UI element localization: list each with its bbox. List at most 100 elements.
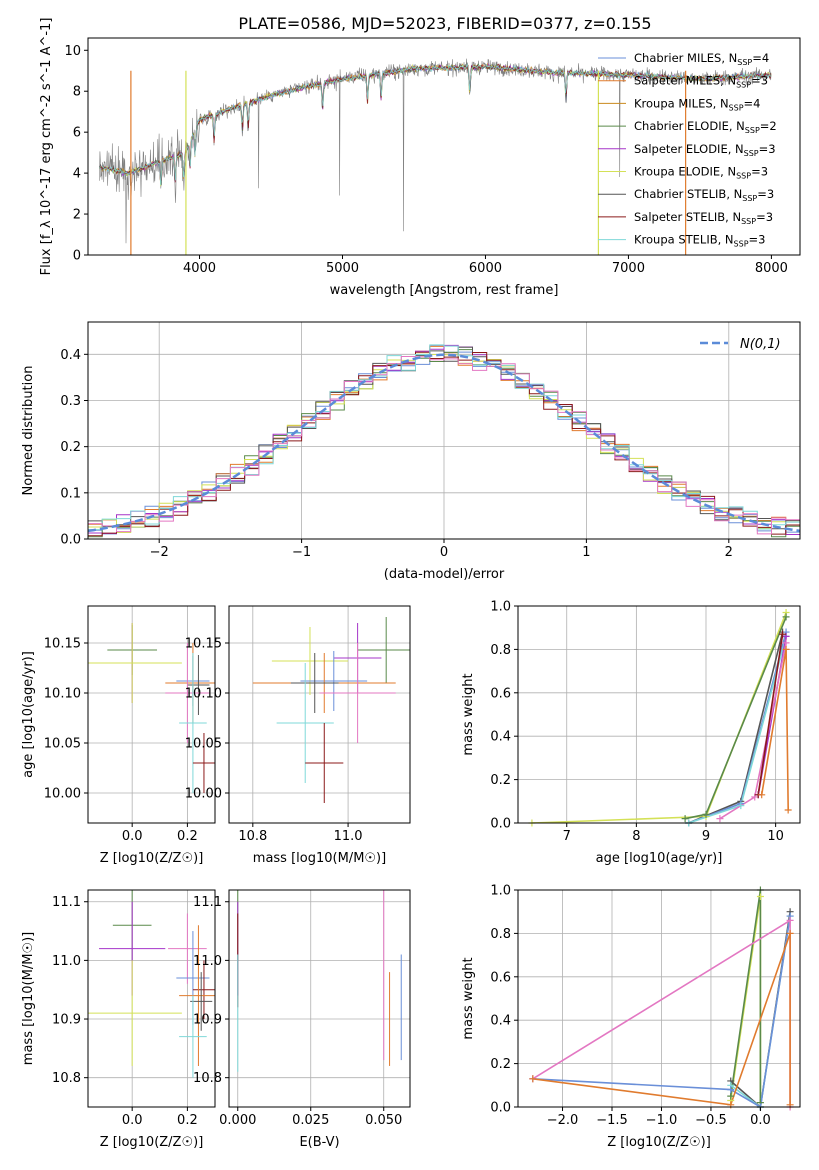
- legend-entry: Kroupa STELIB, NSSP=3: [634, 233, 765, 249]
- plus-marker: [702, 810, 710, 818]
- massweight_vs_z-xlabel: Z [log10(Z/Z☉)]: [607, 1135, 711, 1150]
- residuals-xtick-label: 0: [440, 545, 448, 560]
- mass_vs_ebv-panel: 0.000 0.025 0.050 10.8 10.9 11.0 11.1 E(B-V): [193, 889, 411, 1150]
- spectrum-ytick-label: 4: [73, 167, 81, 182]
- residuals-ylabel: Normed distribution: [21, 366, 36, 496]
- massweight_vs_age-xtick-label: 9: [702, 829, 710, 844]
- plus-marker: [529, 1075, 537, 1083]
- plus-marker: [727, 1086, 735, 1094]
- plus-marker: [716, 815, 724, 823]
- residual-histogram: [88, 351, 800, 537]
- spectrum-ytick-label: 2: [73, 208, 81, 223]
- legend-tail: =3: [751, 74, 768, 88]
- mass_vs_z-ytick-label: 10.9: [52, 1013, 81, 1028]
- massweight_vs_z-xtick-label: −2.0: [547, 1113, 579, 1128]
- residuals-xtick-label: 1: [582, 545, 590, 560]
- data-point: [271, 627, 349, 695]
- plus-marker: [786, 916, 794, 924]
- legend-entry: Chabrier ELODIE, NSSP=2: [634, 119, 777, 135]
- spectrum-ytick-label: 0: [73, 249, 81, 264]
- residuals-xtick-label: −2: [150, 545, 169, 560]
- mass_vs_z-xlabel: Z [log10(Z/Z☉)]: [100, 1135, 204, 1150]
- legend-tail: =4: [752, 51, 769, 65]
- age_vs_mass-ytick-label: 10.10: [185, 687, 222, 702]
- legend-tail: =3: [751, 165, 768, 179]
- data-point: [179, 925, 215, 1066]
- model-spectrum-line: [101, 63, 772, 186]
- massweight_vs_age-xlabel: age [log10(age/yr)]: [596, 851, 723, 866]
- massweight_vs_z-panel: −2.0 −1.5 −1.0 −0.5 0.0 0.0 0.2 0.4 0.6 0.8 1.0 Z […: [461, 884, 801, 1150]
- data-point: [187, 655, 210, 715]
- age_vs_z-panel: 0.0 0.2 10.00 10.05 10.10 10.15 Z [log10(Z/Z☉)…: [21, 605, 216, 866]
- data-point: [88, 623, 182, 703]
- massweight_vs_z-ylabel: mass weight: [461, 957, 476, 1039]
- age_vs_z-ytick-label: 10.15: [44, 637, 81, 652]
- residuals-ytick-label: 0.0: [60, 533, 81, 548]
- age_vs_z-ytick-label: 10.00: [44, 787, 81, 802]
- plus-marker: [727, 1092, 735, 1100]
- figure-title: PLATE=0586, MJD=52023, FIBERID=0377, z=0…: [238, 14, 651, 33]
- age_vs_mass-xlabel: mass [log10(M/M☉)]: [253, 851, 386, 866]
- massweight_vs_z-xtick-label: 0.0: [750, 1113, 771, 1128]
- age_vs_mass-plot-area: [252, 617, 410, 803]
- data-point: [357, 617, 410, 683]
- massweight_vs_z-ytick-label: 0.4: [490, 1014, 511, 1029]
- plus-marker: [784, 806, 792, 814]
- mass_vs_ebv-xtick-label: 0.025: [292, 1113, 329, 1128]
- spectrum-ytick-label: 6: [73, 126, 81, 141]
- residual-histogram: [88, 356, 800, 535]
- age_vs_z-ylabel: age [log10(age/yr)]: [21, 651, 36, 778]
- legend-entry: Kroupa MILES, NSSP=4: [634, 96, 760, 112]
- spectrum-xlabel: wavelength [Angstrom, rest frame]: [330, 283, 559, 298]
- plus-marker: [782, 613, 790, 621]
- residuals-ytick-label: 0.1: [60, 486, 81, 501]
- spectrum-ytick-label: 10: [64, 44, 81, 59]
- legend-sub: SSP: [734, 240, 749, 249]
- residuals-xlabel: (data-model)/error: [384, 567, 505, 582]
- legend-entry: Salpeter MILES, NSSP=3: [634, 74, 768, 90]
- legend-sub: SSP: [729, 103, 744, 112]
- legend-entry: Salpeter ELODIE, NSSP=3: [634, 142, 776, 158]
- massweight_vs_age-plot-area: [531, 612, 789, 823]
- mass_vs_ebv-ytick-label: 11.1: [193, 895, 222, 910]
- massweight_vs_z-ytick-label: 0.8: [490, 927, 511, 942]
- age_vs_z-ytick-label: 10.05: [44, 737, 81, 752]
- spectrum-legend: Chabrier MILES, NSSP=4 Salpeter MILES, NS…: [598, 51, 777, 249]
- mass-weight-line: [729, 890, 762, 1103]
- legend-sub: SSP: [736, 172, 751, 181]
- massweight_vs_age-panel: 7 8 9 10 0.0 0.2 0.4 0.6 0.8 1.0 age [log10(age/yr…: [461, 600, 801, 866]
- plus-marker: [737, 802, 745, 810]
- spectrum-plot-area: [99, 58, 772, 255]
- mass_vs_z-ytick-label: 11.0: [52, 954, 81, 969]
- massweight_vs_age-ytick-label: 0.6: [490, 686, 511, 701]
- mass_vs_ebv-xtick-label: 0.000: [219, 1113, 256, 1128]
- data-point: [165, 643, 210, 743]
- plus-marker: [779, 630, 787, 638]
- massweight_vs_age-ytick-label: 0.8: [490, 643, 511, 658]
- data-point: [290, 653, 339, 713]
- data-point: [179, 653, 207, 793]
- data-point: [168, 913, 207, 984]
- legend-tail: =3: [749, 233, 766, 247]
- spectrum-xtick-label: 5000: [326, 261, 359, 276]
- legend-entry: N(0,1): [740, 337, 781, 352]
- massweight_vs_z-frame: [517, 889, 801, 1108]
- residuals-panel: −2 −1 0 1 2 0.0 0.1 0.2 0.3 0.4 (data-model)/error…: [21, 321, 801, 582]
- legend-sub: SSP: [736, 81, 751, 90]
- mass_vs_z-xtick-label: 0.2: [177, 1113, 198, 1128]
- massweight_vs_age-xtick-label: 8: [632, 829, 640, 844]
- legend-tail: =2: [760, 119, 777, 133]
- legend-entry: Kroupa ELODIE, NSSP=3: [634, 165, 768, 181]
- massweight_vs_z-ytick-label: 0.2: [490, 1057, 511, 1072]
- massweight_vs_z-plot-area: [532, 890, 791, 1107]
- massweight_vs_z-xtick-label: −0.5: [695, 1113, 727, 1128]
- spectrum-xtick-label: 7000: [612, 261, 645, 276]
- age_vs_mass-ytick-label: 10.15: [185, 637, 222, 652]
- massweight_vs_age-ytick-label: 0.2: [490, 773, 511, 788]
- legend-tail: =3: [759, 142, 776, 156]
- mass-weight-line: [531, 612, 787, 823]
- spectrum-xtick-label: 6000: [469, 261, 502, 276]
- mass-weight-line: [688, 631, 787, 823]
- massweight_vs_z-ytick-label: 0.0: [490, 1101, 511, 1116]
